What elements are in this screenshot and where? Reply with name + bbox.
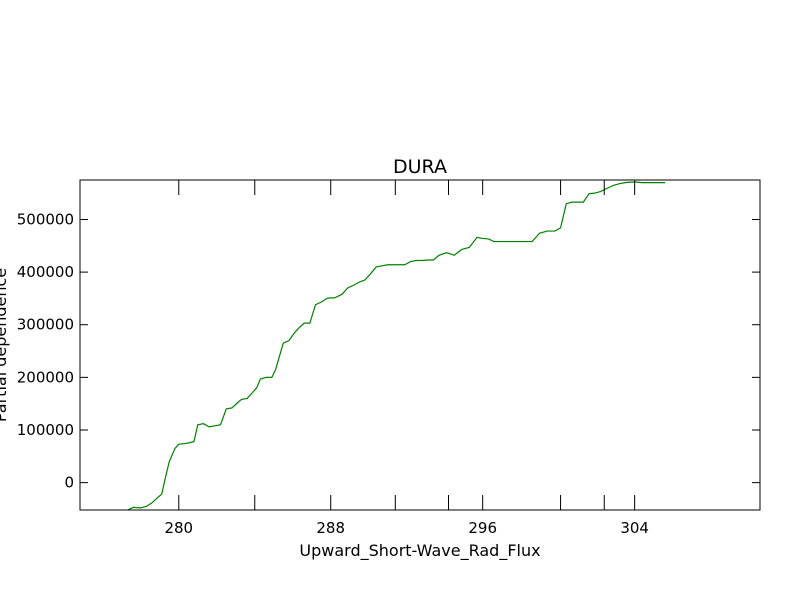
x-tick-label: 304 xyxy=(620,519,649,537)
y-axis-label: Partial dependence xyxy=(0,268,10,422)
chart-title: DURA xyxy=(393,156,447,178)
x-axis-label: Upward_Short-Wave_Rad_Flux xyxy=(299,541,540,561)
x-tick-label: 280 xyxy=(164,519,193,537)
y-tick-label: 100000 xyxy=(17,421,74,439)
x-axis: 280 288 296 304 xyxy=(164,180,649,537)
y-tick-label: 0 xyxy=(64,474,74,492)
y-tick-label: 300000 xyxy=(17,316,74,334)
y-tick-label: 400000 xyxy=(17,263,74,281)
y-axis: 0 100000 200000 300000 400000 500000 xyxy=(17,210,760,492)
plot-frame xyxy=(79,179,761,511)
series-layer xyxy=(126,181,666,510)
y-tick-label: 200000 xyxy=(17,368,74,386)
x-tick-label: 296 xyxy=(468,519,497,537)
x-tick-label: 288 xyxy=(316,519,345,537)
y-tick-label: 500000 xyxy=(17,210,74,228)
series-line xyxy=(126,181,666,510)
